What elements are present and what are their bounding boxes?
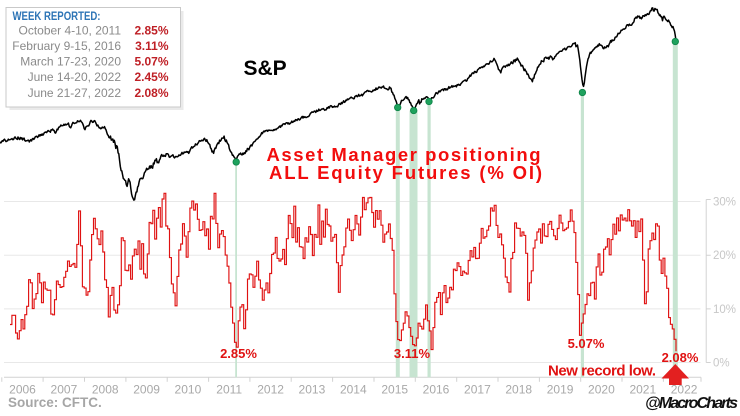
svg-text:0%: 0%: [713, 358, 730, 370]
svg-text:February 9-15, 2016: February 9-15, 2016: [12, 39, 121, 53]
svg-text:5.07%: 5.07%: [134, 55, 168, 69]
svg-text:10%: 10%: [713, 304, 736, 316]
svg-text:2021: 2021: [629, 383, 656, 397]
svg-text:Source: CFTC.: Source: CFTC.: [8, 395, 102, 410]
svg-text:2014: 2014: [340, 383, 367, 397]
svg-text:3.11%: 3.11%: [394, 346, 431, 361]
svg-text:2.08%: 2.08%: [134, 86, 168, 100]
svg-text:June 21-27, 2022: June 21-27, 2022: [28, 86, 122, 100]
svg-text:2010: 2010: [175, 383, 202, 397]
svg-text:2009: 2009: [133, 383, 160, 397]
svg-text:2017: 2017: [464, 383, 491, 397]
svg-text:2018: 2018: [505, 383, 532, 397]
svg-text:@MacroCharts: @MacroCharts: [645, 395, 738, 412]
svg-text:October 4-10, 2011: October 4-10, 2011: [18, 24, 121, 38]
svg-text:2016: 2016: [423, 383, 450, 397]
svg-text:2006: 2006: [9, 383, 36, 397]
svg-text:2.45%: 2.45%: [134, 70, 168, 84]
svg-text:2019: 2019: [547, 383, 574, 397]
svg-text:2015: 2015: [381, 383, 408, 397]
svg-text:2.85%: 2.85%: [134, 24, 168, 38]
svg-text:5.07%: 5.07%: [568, 336, 605, 351]
svg-text:30%: 30%: [713, 197, 736, 209]
svg-text:ALL Equity Futures (% OI): ALL Equity Futures (% OI): [269, 162, 542, 183]
svg-text:3.11%: 3.11%: [135, 39, 169, 53]
svg-text:March 17-23, 2020: March 17-23, 2020: [20, 55, 121, 69]
svg-text:2013: 2013: [299, 383, 326, 397]
svg-text:2.08%: 2.08%: [662, 350, 699, 365]
svg-text:WEEK REPORTED:: WEEK REPORTED:: [13, 9, 101, 23]
svg-text:New record low.: New record low.: [548, 363, 656, 380]
svg-text:2.85%: 2.85%: [220, 346, 257, 361]
svg-text:Asset Manager positioning: Asset Manager positioning: [267, 144, 541, 165]
svg-text:2007: 2007: [51, 383, 78, 397]
svg-text:2022: 2022: [671, 383, 698, 397]
svg-text:S&P: S&P: [244, 57, 287, 80]
svg-text:2012: 2012: [257, 383, 284, 397]
svg-text:2020: 2020: [588, 383, 615, 397]
svg-text:2008: 2008: [92, 383, 119, 397]
svg-text:June 14-20, 2022: June 14-20, 2022: [28, 70, 122, 84]
svg-text:20%: 20%: [713, 250, 736, 262]
svg-text:2011: 2011: [216, 383, 242, 397]
